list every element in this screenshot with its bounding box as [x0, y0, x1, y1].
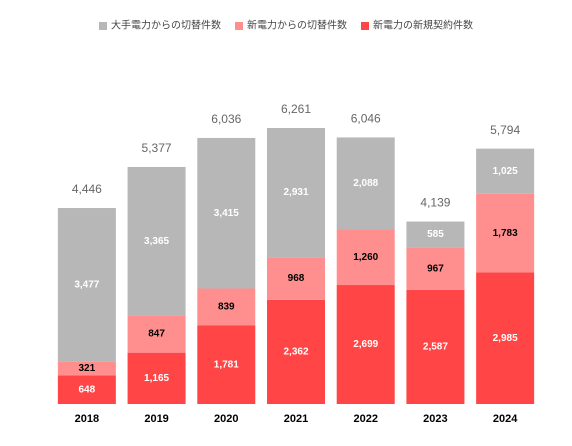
- total-label: 6,046: [351, 112, 381, 126]
- bar-segment: [127, 166, 186, 316]
- value-label: 648: [79, 384, 96, 395]
- bar-segment: [57, 361, 116, 376]
- value-label: 2,699: [353, 339, 378, 350]
- total-label: 6,261: [281, 102, 311, 116]
- bar-segment: [476, 193, 535, 273]
- x-tick-label: 2018: [75, 413, 99, 425]
- bar-segment: [57, 375, 116, 404]
- value-label: 1,783: [493, 228, 518, 239]
- bar-segment: [197, 288, 256, 326]
- value-label: 847: [148, 329, 165, 340]
- bar-segment: [267, 128, 325, 258]
- bar-segment: [267, 299, 325, 404]
- value-label: 1,165: [144, 373, 169, 384]
- total-label: 4,446: [72, 182, 102, 196]
- value-label: 3,365: [144, 236, 169, 247]
- x-tick-label: 2024: [493, 413, 518, 425]
- bar-segment: [406, 221, 465, 248]
- bar-segment: [406, 247, 465, 290]
- value-label: 1,781: [214, 359, 239, 370]
- x-tick-label: 2023: [423, 413, 447, 425]
- value-label: 2,931: [283, 187, 308, 198]
- value-label: 2,587: [423, 342, 448, 353]
- bar-segment: [127, 315, 186, 353]
- legend-label: 大手電力からの切替件数: [111, 19, 221, 32]
- bar-segment: [57, 208, 116, 362]
- value-label: 1,025: [493, 166, 518, 177]
- total-label: 4,139: [420, 196, 450, 210]
- legend-swatch: [361, 22, 369, 30]
- value-label: 967: [427, 263, 444, 274]
- bar-segment: [476, 272, 535, 404]
- value-label: 2,362: [283, 347, 308, 358]
- value-label: 3,415: [214, 208, 239, 219]
- bar-segment: [336, 137, 395, 230]
- bar-segment: [336, 285, 395, 404]
- total-label: 5,794: [490, 123, 520, 137]
- value-label: 968: [288, 273, 305, 284]
- bar-segment: [476, 148, 535, 194]
- bar-segment: [267, 257, 325, 300]
- bar-segment: [197, 137, 256, 289]
- value-label: 585: [427, 229, 444, 240]
- legend-label: 新電力の新規契約件数: [373, 19, 473, 32]
- x-tick-label: 2020: [214, 413, 238, 425]
- bar-segment: [127, 352, 186, 404]
- value-label: 3,477: [74, 279, 99, 290]
- legend-swatch: [99, 22, 107, 30]
- bar-segment: [197, 325, 256, 404]
- x-tick-label: 2021: [284, 413, 308, 425]
- total-label: 5,377: [142, 141, 172, 155]
- legend-label: 新電力からの切替件数: [247, 19, 347, 32]
- value-label: 321: [79, 363, 96, 374]
- bar-segment: [406, 289, 465, 404]
- x-tick-label: 2022: [353, 413, 377, 425]
- value-label: 2,088: [353, 178, 378, 189]
- total-label: 6,036: [211, 112, 241, 126]
- legend-swatch: [235, 22, 243, 30]
- value-label: 2,985: [493, 333, 518, 344]
- value-label: 839: [218, 302, 235, 313]
- x-tick-label: 2019: [144, 413, 168, 425]
- value-label: 1,260: [353, 252, 378, 263]
- bar-segment: [336, 229, 395, 286]
